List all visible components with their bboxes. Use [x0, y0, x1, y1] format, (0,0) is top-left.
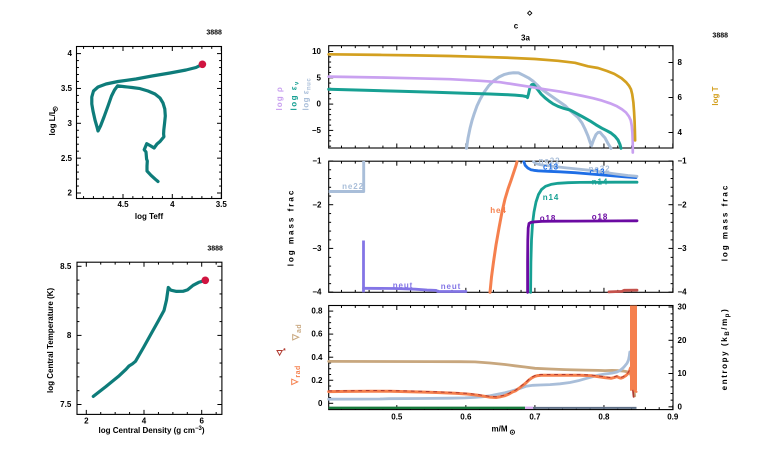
svg-text:0.6: 0.6 — [460, 413, 472, 422]
svg-text:7.5: 7.5 — [60, 400, 72, 409]
svg-text:3.5: 3.5 — [61, 84, 73, 93]
svg-text:20: 20 — [678, 336, 687, 345]
svg-text:8.5: 8.5 — [60, 262, 72, 271]
svg-text:6: 6 — [678, 93, 683, 102]
svg-text:0.4: 0.4 — [311, 353, 323, 362]
svg-text:−4: −4 — [678, 288, 688, 297]
svg-text:−4: −4 — [312, 288, 322, 297]
svg-text:ne22: ne22 — [539, 157, 561, 166]
svg-text:o18: o18 — [592, 213, 609, 222]
svg-text:5: 5 — [317, 73, 322, 82]
svg-text:4: 4 — [68, 49, 73, 58]
svg-text:log Central Temperature (K): log Central Temperature (K) — [46, 287, 55, 393]
svg-text:0.5: 0.5 — [391, 413, 403, 422]
svg-text:log mass frac: log mass frac — [721, 184, 730, 262]
svg-text:neut: neut — [441, 282, 462, 291]
svg-text:0: 0 — [678, 402, 683, 411]
svg-text:o18: o18 — [540, 214, 557, 223]
svg-text:−5: −5 — [312, 126, 322, 135]
svg-text:log mass frac: log mass frac — [287, 189, 296, 267]
svg-text:0: 0 — [317, 100, 322, 109]
svg-text:c13: c13 — [543, 163, 559, 172]
svg-text:3888: 3888 — [207, 246, 223, 253]
svg-text:8: 8 — [67, 331, 72, 340]
svg-text:3888: 3888 — [206, 30, 222, 37]
svg-text:log Central Density (g cm−3): log Central Density (g cm−3) — [99, 426, 205, 435]
svg-text:n14: n14 — [592, 177, 609, 186]
svg-text:6: 6 — [199, 417, 204, 426]
svg-text:ne22: ne22 — [589, 165, 611, 174]
svg-text:−3: −3 — [312, 244, 322, 253]
svg-text:m/M: m/M — [492, 424, 508, 433]
svg-text:3a: 3a — [521, 34, 530, 43]
svg-text:neut: neut — [393, 281, 414, 290]
svg-text:log Teff: log Teff — [135, 212, 164, 221]
svg-text:−1: −1 — [678, 157, 688, 166]
svg-text:8: 8 — [678, 58, 683, 67]
svg-text:4: 4 — [170, 200, 175, 209]
svg-text:−1: −1 — [312, 157, 322, 166]
svg-text:n14: n14 — [543, 193, 560, 202]
svg-text:30: 30 — [678, 303, 687, 312]
svg-text:ne22: ne22 — [342, 182, 364, 191]
svg-text:log ρ: log ρ — [275, 86, 284, 110]
svg-text:he4: he4 — [490, 206, 507, 215]
svg-text:−3: −3 — [678, 244, 688, 253]
svg-text:log εnuc: log εnuc — [302, 78, 313, 111]
svg-text:ad: ad — [296, 324, 303, 333]
svg-text:4: 4 — [678, 128, 683, 137]
svg-text:0.2: 0.2 — [311, 376, 323, 385]
svg-text:4: 4 — [142, 417, 147, 426]
svg-text:2: 2 — [84, 417, 89, 426]
svg-text:c: c — [514, 22, 519, 31]
svg-text:3: 3 — [68, 119, 73, 128]
svg-text:entropy (kB/mp): entropy (kB/mp) — [720, 308, 731, 391]
svg-text:−2: −2 — [312, 200, 322, 209]
svg-text:2.5: 2.5 — [61, 154, 73, 163]
svg-text:3.5: 3.5 — [216, 200, 228, 209]
svg-text:10: 10 — [312, 47, 321, 56]
svg-text:log εν: log εν — [290, 80, 301, 110]
svg-text:0.6: 0.6 — [311, 330, 323, 339]
svg-text:0: 0 — [318, 399, 323, 408]
svg-text:0.7: 0.7 — [529, 413, 541, 422]
svg-text:3888: 3888 — [712, 33, 728, 40]
svg-text:0.9: 0.9 — [667, 413, 679, 422]
svg-text:10: 10 — [678, 369, 687, 378]
svg-text:2: 2 — [68, 189, 73, 198]
svg-text:0.8: 0.8 — [311, 307, 323, 316]
svg-text:c13: c13 — [589, 168, 605, 177]
svg-text:0.8: 0.8 — [598, 413, 610, 422]
svg-text:rad: rad — [295, 365, 302, 377]
svg-text:log T: log T — [711, 86, 720, 105]
svg-text:4.5: 4.5 — [117, 200, 129, 209]
svg-text:*: * — [283, 348, 286, 355]
svg-text:log L/L: log L/L — [48, 109, 57, 135]
svg-text:−2: −2 — [678, 200, 688, 209]
